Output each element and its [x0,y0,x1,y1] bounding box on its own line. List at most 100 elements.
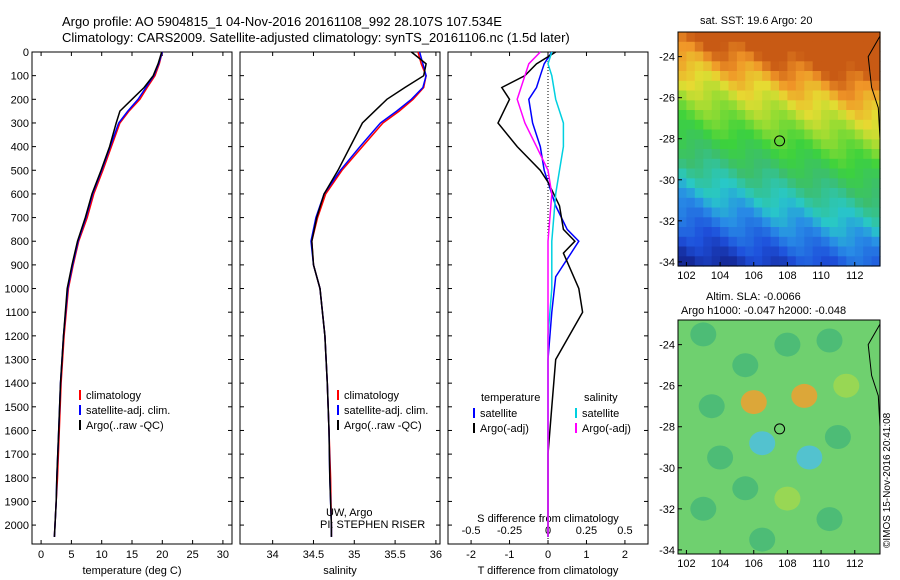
sst-cell [686,217,696,228]
sst-cell [837,110,847,121]
sst-cell [812,178,822,189]
difference-x-axis-label: T difference from climatology [478,565,619,577]
sst-cell [736,158,746,170]
sst-cell [804,236,814,248]
sst-cell [821,139,831,150]
temperature-x-axis-label: temperature (deg C) [82,565,181,577]
sst-cell [686,158,696,170]
legend-label: climatology [86,390,142,402]
sst-cell [711,246,721,257]
sst-cell [753,51,763,62]
sst-cell [711,178,721,189]
sst-cell [871,227,881,238]
sst-cell [795,236,805,248]
sst-cell [846,139,856,150]
sst-cell [703,227,713,238]
sst-cell [762,236,772,248]
sst-cell [745,32,755,43]
sst-cell [829,119,839,131]
sst-cell [745,236,755,248]
legend-label: satellite-adj. clim. [86,405,170,417]
sst-cell [812,129,822,140]
sst-cell [770,119,780,131]
sst-cell [871,158,881,170]
temperature-x-tick-label: 15 [126,549,138,561]
sst-cell [846,80,856,92]
temperature-x-tick-label: 0 [38,549,44,561]
sst-cell [863,139,873,150]
sst-cell [821,90,831,101]
salinity-difference-tick-label: -0.5 [462,525,481,537]
sst-cell [804,168,814,179]
sst-cell [678,217,687,228]
sst-cell [762,51,772,62]
sst-map-lon-tick-label: 106 [745,270,763,282]
sst-cell [753,119,763,131]
sst-cell [812,32,822,43]
sst-cell [678,149,687,160]
salinity-x-tick-label: 35 [348,549,360,561]
sst-cell [871,32,881,43]
temperature-x-tick-label: 5 [68,549,74,561]
sst-cell [829,129,839,140]
sst-cell [711,129,721,140]
sst-cell [829,178,839,189]
sst-cell [753,217,763,228]
sst-cell [728,90,738,101]
sst-cell [821,80,831,92]
difference-x-tick-label: 2 [622,549,628,561]
sst-cell [795,129,805,140]
sst-cell [795,158,805,170]
sst-cell [846,188,856,199]
sst-cell [821,188,831,199]
sst-cell [863,227,873,238]
sst-cell [863,168,873,179]
sst-cell [686,41,696,53]
sst-cell [770,158,780,170]
sst-cell [686,227,696,238]
sla-map-lon-tick-label: 106 [745,558,763,570]
series-line-t-argo-adj- [497,51,584,537]
salinity-x-axis-label: salinity [323,565,357,577]
series-line-argo-raw-qc- [53,51,163,537]
sst-cell [703,246,713,257]
sst-cell [795,197,805,209]
sst-cell [812,168,822,179]
sst-cell [745,51,755,62]
sst-cell [753,246,763,257]
sst-cell [745,207,755,218]
sst-cell [779,71,788,82]
sst-cell [736,197,746,209]
sst-cell [837,227,847,238]
sst-cell [795,41,805,53]
series-line-s-argo-adj- [516,51,553,537]
sst-cell [812,197,822,209]
sst-cell [787,158,797,170]
sst-cell [821,197,831,209]
sst-cell [703,61,713,72]
sst-cell [728,41,738,53]
difference-x-tick-label: -1 [505,549,515,561]
sst-cell [745,41,755,53]
sst-cell [854,41,864,53]
sst-cell [812,236,822,248]
sst-cell [854,236,864,248]
sst-cell [854,197,864,209]
sst-cell [694,149,704,160]
sst-cell [871,41,881,53]
sst-cell [720,227,730,238]
sst-cell [846,207,856,218]
sst-cell [703,71,713,82]
depth-tick-label: 500 [11,165,29,177]
sla-map-title-line1: Altim. SLA: -0.0066 [706,291,801,303]
sst-map-lat-tick-label: -26 [659,93,675,105]
sst-cell [736,80,746,92]
sst-cell [854,110,864,121]
sst-map-lon-tick-label: 108 [778,270,796,282]
sst-cell [837,246,847,257]
sst-cell [711,32,721,43]
sst-cell [779,256,788,267]
sst-cell [821,51,831,62]
sst-cell [686,80,696,92]
sst-cell [703,100,713,111]
